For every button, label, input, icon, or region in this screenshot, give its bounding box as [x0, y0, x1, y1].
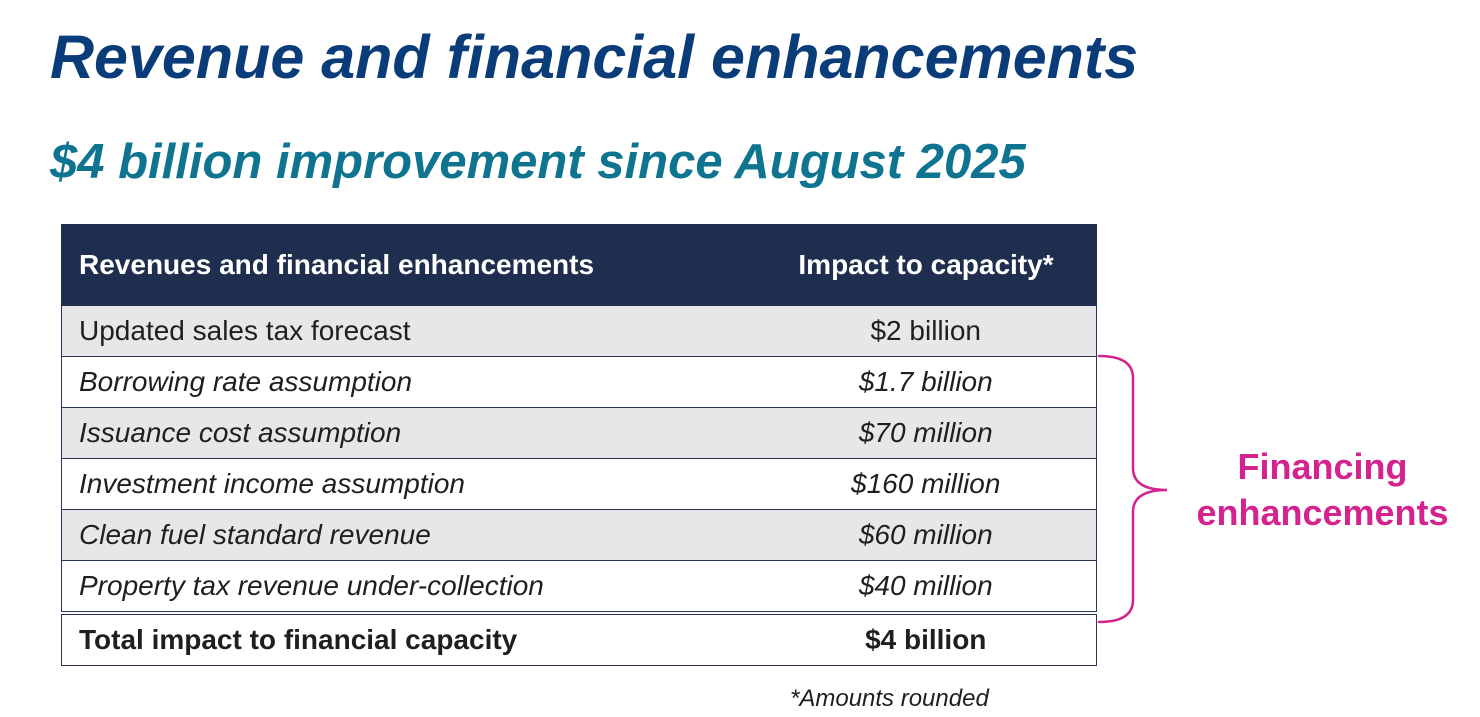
table-row: Clean fuel standard revenue $60 million: [61, 509, 1097, 561]
table-row: Issuance cost assumption $70 million: [61, 407, 1097, 459]
table-row: Borrowing rate assumption $1.7 billion: [61, 356, 1097, 408]
total-impact: $4 billion: [755, 611, 1097, 666]
column-header-impact: Impact to capacity*: [755, 224, 1097, 306]
table-row: Investment income assumption $160 millio…: [61, 458, 1097, 510]
financing-enhancements-label: Financing enhancements: [1175, 444, 1470, 536]
financing-label-line1: Financing: [1237, 446, 1408, 487]
row-impact: $60 million: [755, 509, 1097, 561]
page-subtitle: $4 billion improvement since August 2025: [50, 135, 1026, 189]
row-impact: $160 million: [755, 458, 1097, 510]
row-impact: $2 billion: [755, 305, 1097, 357]
row-impact: $70 million: [755, 407, 1097, 459]
row-item: Investment income assumption: [61, 458, 756, 510]
row-item: Property tax revenue under-collection: [61, 560, 756, 614]
row-item: Borrowing rate assumption: [61, 356, 756, 408]
enhancements-table: Revenues and financial enhancements Impa…: [61, 224, 1097, 666]
table-row: Property tax revenue under-collection $4…: [61, 560, 1097, 614]
footnote: *Amounts rounded: [790, 685, 989, 712]
column-header-item: Revenues and financial enhancements: [61, 224, 756, 306]
row-impact: $40 million: [755, 560, 1097, 614]
row-impact: $1.7 billion: [755, 356, 1097, 408]
page-title: Revenue and financial enhancements: [50, 23, 1139, 91]
table-header-row: Revenues and financial enhancements Impa…: [61, 224, 1097, 306]
row-item: Clean fuel standard revenue: [61, 509, 756, 561]
row-item: Updated sales tax forecast: [61, 305, 756, 357]
total-item: Total impact to financial capacity: [61, 611, 756, 666]
row-item: Issuance cost assumption: [61, 407, 756, 459]
right-curly-brace-icon: [1097, 354, 1168, 624]
table-row: Updated sales tax forecast $2 billion: [61, 305, 1097, 357]
total-row: Total impact to financial capacity $4 bi…: [61, 611, 1097, 666]
financing-label-line2: enhancements: [1196, 492, 1449, 533]
